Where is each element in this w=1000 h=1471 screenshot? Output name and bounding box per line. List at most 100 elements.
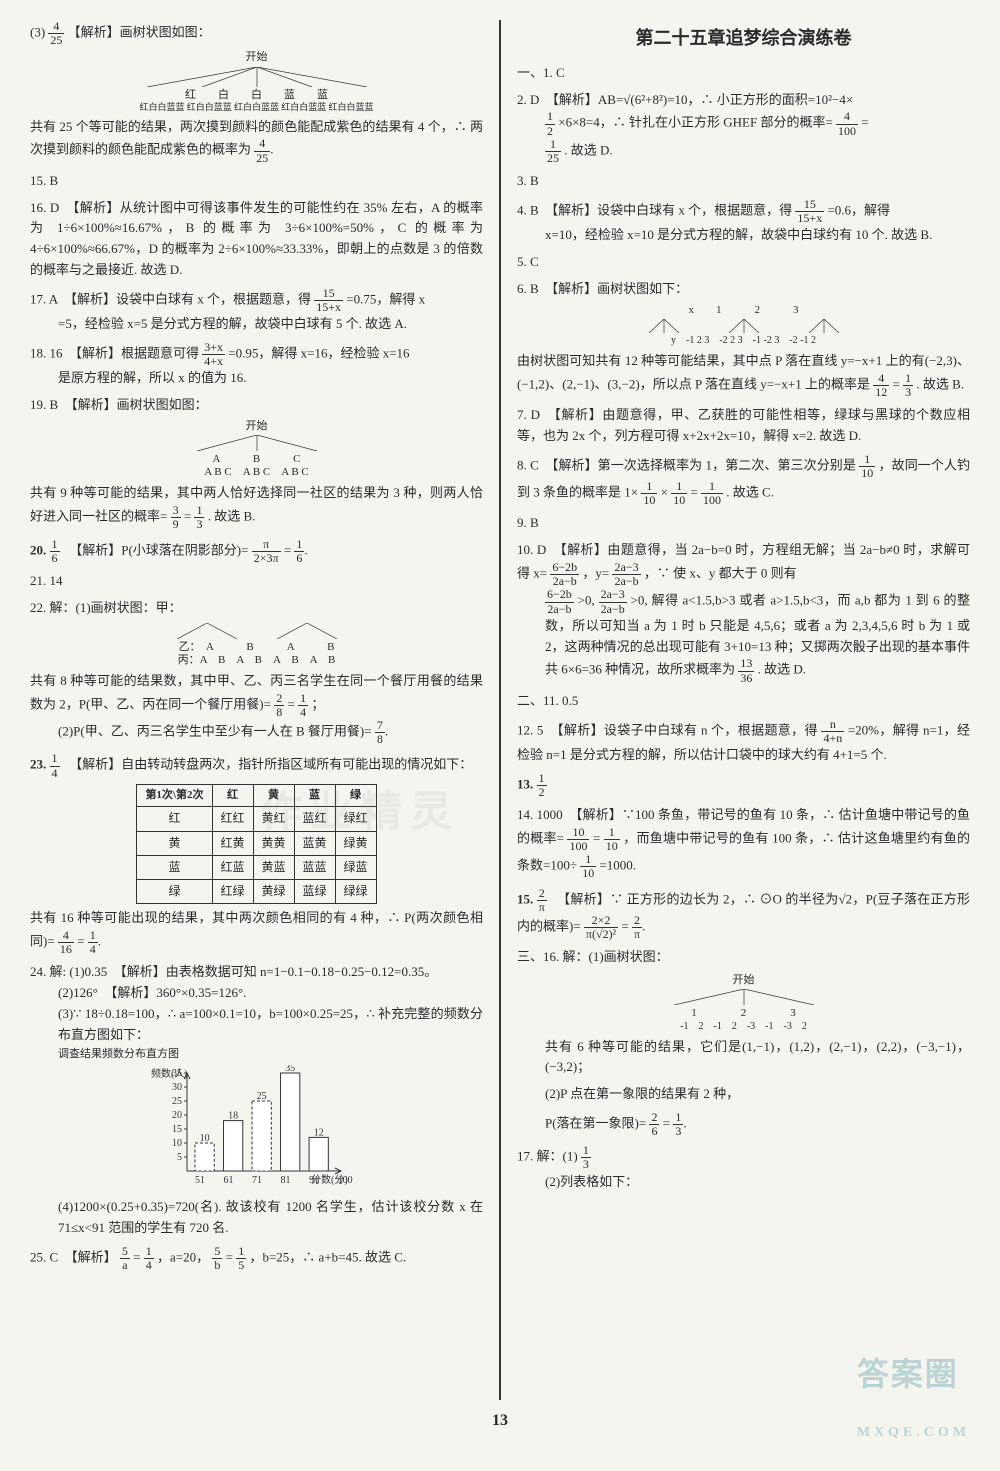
f: 13	[194, 504, 204, 531]
q17-a: 17. A 【解析】设袋中白球有 x 个，根据题意，得	[30, 291, 311, 306]
q16-d: P(落在第一象限)=	[545, 1116, 646, 1131]
q18-b: =0.95，解得 x=16，经检验 x=16	[228, 346, 409, 361]
f: 2a−32a−b	[612, 561, 640, 588]
q2-c: . 故选 D.	[564, 142, 612, 157]
svg-text:30: 30	[172, 1082, 182, 1093]
q3-tree: 开始 红 白 白 蓝 蓝 红白白蓝蓝 红白白蓝蓝 红白白蓝蓝 红白白蓝蓝 红白白…	[30, 51, 483, 112]
column-divider	[499, 20, 501, 1400]
q8-a: 8. C 【解析】第一次选择概率为 1，第二次、第三次分别是	[517, 457, 856, 472]
q6-a: 6. B 【解析】画树状图如下：	[517, 281, 688, 296]
f: 110	[859, 453, 875, 480]
chapter-title: 第二十五章追梦综合演练卷	[517, 24, 970, 53]
q4-a: 4. B 【解析】设袋中白球有 x 个，根据题意，得	[517, 203, 792, 218]
q3-a: 【解析】画树状图如图：	[68, 25, 211, 40]
q10-c: ，∵ 使 x、y 都大于 0 则有	[644, 566, 797, 581]
q18-c: 是原方程的解，所以 x 的值为 16.	[30, 368, 483, 389]
f: 4100	[836, 110, 858, 137]
tree-r1: 乙： A B A B	[30, 641, 483, 654]
r-q3: 3. B	[517, 171, 970, 192]
f: n4+n	[821, 718, 844, 745]
q22-tree: 乙： A B A B 丙：A B A B A B A B	[30, 623, 483, 667]
r-q6: 6. B 【解析】画树状图如下： x 1 2 3 y -1 2 3 -2 2 3…	[517, 279, 970, 399]
f: 5b	[212, 1245, 222, 1272]
q15: 15. B	[30, 171, 483, 192]
f: 13	[903, 372, 913, 399]
q17r-b: (2)列表格如下：	[517, 1172, 970, 1193]
q3-pre: (3)	[30, 25, 45, 40]
gt: >0,	[631, 593, 648, 608]
f: 78	[375, 719, 385, 746]
f: 2×2π(√2)²	[584, 914, 618, 941]
q16: 16. D 【解析】从统计图中可得该事件发生的可能性约在 35% 左右，A 的概…	[30, 198, 483, 281]
tree-r2: 丙：A B A B A B A B	[30, 654, 483, 667]
eq: =	[690, 485, 697, 500]
gt: >0,	[578, 593, 595, 608]
q4-c: x=10，经检验 x=10 是分式方程的解，故袋中白球约有 10 个. 故选 B…	[517, 225, 970, 246]
q22-c: ；	[311, 696, 324, 711]
q12-a: 12. 5 【解析】设袋子中白球有 n 个，根据题意，得	[517, 722, 818, 737]
f: 1100	[701, 480, 723, 507]
q25-c: ，b=25，∴ a+b=45. 故选 C.	[249, 1249, 406, 1264]
q24-b: (2)126° 【解析】360°×0.35=126°.	[30, 983, 483, 1004]
tree-r1: 1 2 3	[517, 1007, 970, 1020]
q17: 17. A 【解析】设袋中白球有 x 个，根据题意，得 1515+x =0.75…	[30, 287, 483, 335]
f: 12	[537, 772, 547, 799]
s2: 二、11. 0.5	[517, 691, 970, 712]
q24-chart-title: 调查结果频数分布直方图	[30, 1046, 483, 1064]
f: 6−2b2a−b	[545, 588, 574, 615]
q22: 22. 解：(1)画树状图：甲： 乙： A B A B 丙：A B A B A …	[30, 598, 483, 747]
q19-b: 共有 9 种等可能的结果，其中两人恰好选择同一社区的结果为 3 种，则两人恰好进…	[30, 485, 483, 523]
q23-b: 【解析】自由转动转盘两次，指针所指区域所有可能出现的情况如下：	[63, 757, 473, 772]
f: 110	[671, 480, 687, 507]
q2-b: ×6×8=4，∴ 针扎在小正方形 GHEF 部分的概率=	[558, 115, 833, 130]
q19: 19. B 【解析】画树状图如图： 开始 A B C A B C A B C A…	[30, 395, 483, 532]
q20-b: 【解析】P(小球落在阴影部分)=	[63, 542, 249, 557]
left-column: (3) 425 【解析】画树状图如图： 开始 红 白 白 蓝 蓝 红白白蓝蓝 红…	[30, 20, 483, 1400]
tree-r1: y -1 2 3 -2 2 3 -1 -2 3 -2 -1 2	[517, 335, 970, 347]
q23: 23. 14 【解析】自由转动转盘两次，指针所指区域所有可能出现的情况如下： 第…	[30, 752, 483, 956]
q21: 21. 14	[30, 571, 483, 592]
q10-b: ，y=	[582, 566, 609, 581]
q23-table: 第1次\第2次红黄蓝绿红红红黄红蓝红绿红黄红黄黄黄蓝黄绿黄蓝红蓝黄蓝蓝蓝绿蓝绿红…	[136, 784, 376, 904]
f: 125	[545, 138, 561, 165]
f: 412	[873, 372, 889, 399]
svg-text:25: 25	[256, 1091, 266, 1102]
f: 5a	[120, 1245, 130, 1272]
q6-tree: x 1 2 3 y -1 2 3 -2 2 3 -1 -2 3 -2 -1 2	[517, 304, 970, 347]
f: 15	[236, 1245, 246, 1272]
f: 14	[88, 929, 98, 956]
svg-text:81: 81	[280, 1175, 290, 1186]
q17-b: =0.75，解得 x	[346, 291, 425, 306]
q19-tree: 开始 A B C A B C A B C A B C	[30, 420, 483, 480]
tree-r0: x 1 2 3	[517, 304, 970, 317]
f: 14	[50, 752, 60, 779]
f: 2π	[632, 914, 642, 941]
eq: =	[284, 542, 291, 557]
q10-line2: 6−2b2a−b >0, 2a−32a−b >0, 解得 a<1.5,b>3 或…	[517, 588, 970, 684]
r-q12: 12. 5 【解析】设袋子中白球有 n 个，根据题意，得 n4+n =20%，解…	[517, 718, 970, 766]
q18-a: 18. 16 【解析】根据题意可得	[30, 346, 199, 361]
svg-text:分数(分): 分数(分)	[311, 1173, 348, 1186]
q14-c: =1000.	[599, 858, 636, 873]
q19-a: 19. B 【解析】画树状图如图：	[30, 397, 208, 412]
eq: =	[892, 376, 899, 391]
eq: =	[184, 509, 191, 524]
eq: =	[593, 831, 600, 846]
tree-lines-icon	[127, 623, 387, 639]
f: 110	[580, 853, 596, 880]
tree-r2: A B C A B C A B C	[30, 466, 483, 479]
r-q16-c: (2)P 点在第一象限的结果有 2 种，	[517, 1084, 970, 1105]
s3: 三、16. 解：(1)画树状图：	[517, 947, 970, 968]
f: 13	[581, 1144, 591, 1171]
f: 14	[298, 692, 308, 719]
r-q17: 17. 解：(1) 13 (2)列表格如下：	[517, 1144, 970, 1192]
watermark-main: 答案圈	[857, 1356, 959, 1392]
q23-a: 23.	[30, 757, 50, 772]
q17-frac: 1515+x	[314, 287, 343, 314]
tree-top: 开始	[517, 974, 970, 987]
r-q2: 2. D 【解析】AB=√(6²+8²)=10，∴ 小正方形的面积=10²−4×…	[517, 90, 970, 166]
tree-r2: -1 2 -1 2 -3 -1 -3 2	[517, 1021, 970, 1033]
tree-lines-icon	[614, 319, 874, 333]
svg-text:5: 5	[177, 1152, 182, 1163]
watermark-sub: MXQE.COM	[857, 1425, 970, 1440]
